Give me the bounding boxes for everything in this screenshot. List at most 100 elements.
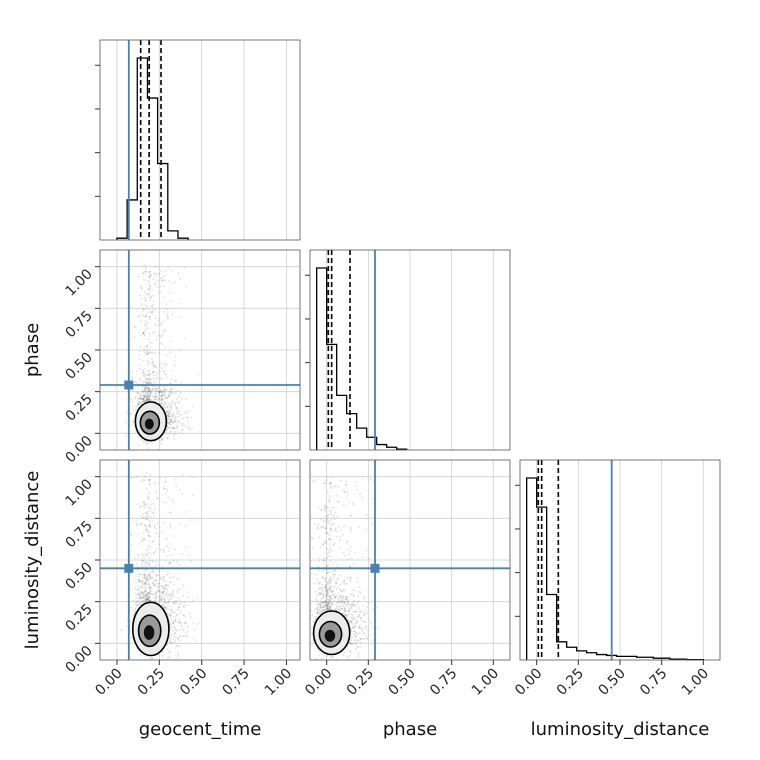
sample-point bbox=[161, 598, 164, 601]
sample-point bbox=[135, 597, 137, 600]
xlabel-luminosity-distance: luminosity_distance bbox=[531, 719, 710, 740]
sample-point bbox=[145, 512, 147, 514]
sample-point bbox=[191, 405, 194, 408]
sample-point bbox=[333, 586, 336, 588]
sample-point bbox=[136, 391, 139, 393]
sample-point bbox=[163, 401, 165, 403]
sample-point bbox=[146, 353, 148, 356]
sample-point bbox=[141, 388, 144, 391]
sample-point bbox=[142, 398, 145, 401]
sample-point bbox=[144, 581, 146, 584]
sample-point bbox=[130, 534, 133, 536]
sample-point bbox=[145, 594, 147, 596]
sample-point bbox=[178, 621, 181, 624]
sample-point bbox=[322, 543, 325, 546]
sample-point bbox=[139, 593, 142, 596]
sample-point bbox=[136, 596, 139, 599]
sample-point bbox=[144, 292, 147, 295]
sample-point bbox=[164, 373, 167, 375]
sample-point bbox=[339, 587, 341, 590]
sample-point bbox=[172, 427, 175, 430]
x-tick-label: 0.00 bbox=[302, 666, 335, 699]
sample-point bbox=[323, 601, 326, 604]
sample-point bbox=[162, 390, 164, 393]
sample-point bbox=[160, 399, 162, 402]
sample-point bbox=[169, 410, 172, 413]
sample-point bbox=[174, 401, 176, 404]
sample-point bbox=[176, 629, 178, 632]
sample-point bbox=[145, 373, 148, 376]
sample-point bbox=[169, 615, 172, 618]
sample-point bbox=[171, 427, 174, 430]
sample-point bbox=[138, 354, 141, 356]
sample-point bbox=[186, 635, 189, 638]
sample-point bbox=[144, 399, 146, 402]
sample-point bbox=[166, 574, 169, 576]
sample-point bbox=[154, 395, 157, 398]
sample-point bbox=[344, 598, 347, 600]
sample-point bbox=[143, 439, 145, 442]
sample-point bbox=[316, 599, 319, 602]
sample-point bbox=[145, 387, 147, 389]
sample-point bbox=[168, 598, 170, 601]
sample-point bbox=[142, 331, 145, 334]
sample-point bbox=[166, 308, 168, 311]
sample-point bbox=[355, 488, 358, 491]
sample-point bbox=[353, 643, 356, 645]
sample-point bbox=[144, 385, 147, 388]
sample-point bbox=[169, 526, 172, 529]
sample-point bbox=[156, 591, 159, 593]
sample-point bbox=[145, 578, 148, 581]
sample-point bbox=[344, 607, 346, 610]
sample-point bbox=[142, 360, 144, 362]
sample-point bbox=[169, 614, 172, 616]
sample-point bbox=[153, 398, 156, 401]
ylabel-phase: phase bbox=[22, 323, 43, 377]
sample-point bbox=[141, 522, 143, 525]
sample-point bbox=[164, 607, 166, 610]
sample-point bbox=[145, 528, 148, 531]
sample-point bbox=[320, 586, 323, 589]
sample-point bbox=[156, 390, 159, 393]
sample-point bbox=[334, 528, 337, 530]
sample-point bbox=[149, 510, 152, 513]
sample-point bbox=[350, 613, 353, 616]
sample-point bbox=[140, 523, 143, 526]
sample-point bbox=[148, 341, 151, 344]
sample-point bbox=[337, 605, 340, 608]
sample-point bbox=[167, 413, 170, 415]
sample-point bbox=[174, 420, 177, 423]
sample-point bbox=[142, 397, 145, 400]
sample-point bbox=[160, 598, 163, 601]
sample-point bbox=[322, 609, 324, 612]
sample-point bbox=[173, 477, 176, 480]
sample-point bbox=[359, 492, 362, 495]
sample-point bbox=[149, 587, 152, 590]
sample-point bbox=[139, 401, 142, 403]
sample-point bbox=[154, 317, 157, 320]
sample-point bbox=[161, 439, 164, 442]
sample-point bbox=[162, 548, 165, 551]
sample-point bbox=[175, 602, 178, 605]
sample-point bbox=[160, 291, 162, 293]
sample-point bbox=[326, 552, 329, 555]
sample-point bbox=[144, 596, 147, 599]
sample-point bbox=[146, 529, 149, 532]
sample-point bbox=[372, 608, 374, 611]
sample-point bbox=[140, 314, 143, 317]
sample-point bbox=[129, 621, 132, 623]
sample-point bbox=[326, 603, 329, 606]
sample-point bbox=[139, 591, 142, 594]
x-tick-label: 0.25 bbox=[554, 666, 587, 699]
sample-point bbox=[148, 564, 150, 567]
sample-point bbox=[175, 416, 177, 418]
sample-point bbox=[146, 594, 148, 597]
sample-point bbox=[170, 634, 173, 637]
sample-point bbox=[151, 371, 154, 374]
sample-point bbox=[148, 392, 151, 395]
sample-point bbox=[354, 552, 357, 554]
sample-point bbox=[142, 370, 145, 373]
sample-point bbox=[170, 597, 173, 600]
sample-point bbox=[336, 588, 338, 591]
sample-point bbox=[315, 573, 317, 576]
